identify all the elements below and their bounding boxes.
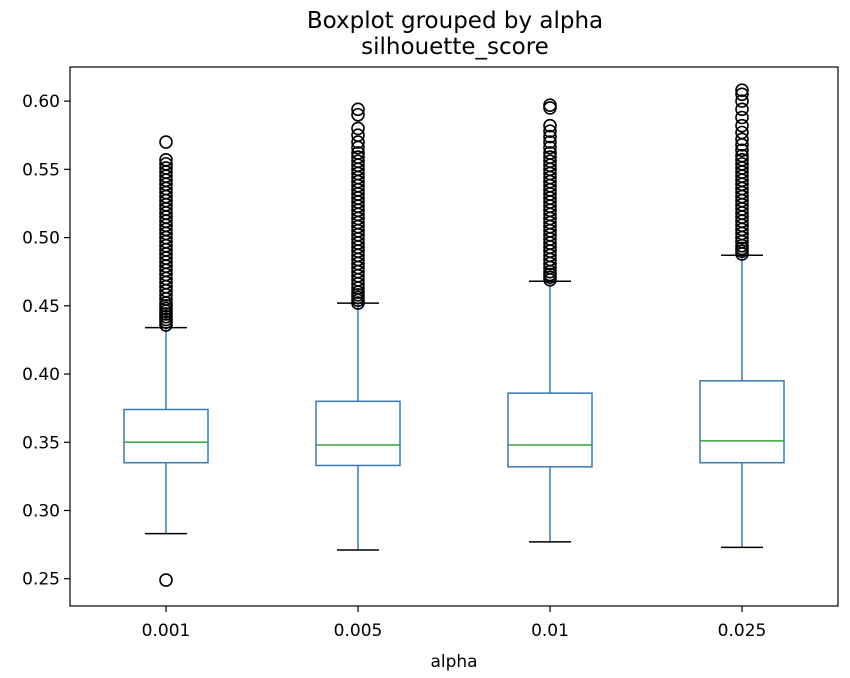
outlier-point — [351, 135, 365, 149]
outlier-point — [159, 152, 173, 167]
outlier-point — [159, 135, 173, 149]
box-group-0.001 — [123, 135, 209, 587]
outlier-point — [543, 98, 557, 113]
x-tick-label: 0.005 — [334, 621, 383, 641]
outlier-point — [543, 118, 557, 133]
iqr-box — [123, 408, 209, 464]
outlier-point — [735, 132, 749, 147]
outlier-point — [735, 157, 749, 171]
y-tick-label: 0.40 — [22, 365, 60, 385]
outlier-point — [351, 107, 365, 122]
outlier-point — [735, 125, 749, 140]
outlier-point — [159, 161, 173, 175]
box-group-0.025 — [699, 83, 785, 549]
outlier-point — [735, 102, 749, 117]
outlier-point — [351, 146, 365, 160]
outlier-point — [735, 87, 749, 102]
outlier-point — [735, 152, 749, 167]
box-group-0.005 — [315, 102, 401, 551]
outlier-point — [543, 154, 557, 168]
outlier-point — [543, 140, 557, 155]
iqr-box — [507, 392, 593, 468]
outlier-point — [735, 143, 749, 158]
outlier-point — [543, 150, 557, 164]
x-tick-label: 0.001 — [142, 621, 191, 641]
y-tick-label: 0.30 — [22, 501, 60, 521]
outlier-point — [543, 124, 557, 138]
plot-area — [123, 83, 785, 587]
x-tick-label: 0.01 — [531, 621, 569, 641]
x-axis-label: alpha — [430, 652, 477, 672]
outlier-point — [735, 110, 749, 125]
outlier-point — [543, 146, 557, 160]
iqr-box — [315, 400, 401, 467]
chart-subtitle: silhouette_score — [361, 34, 549, 60]
outlier-point — [543, 101, 557, 115]
outlier-point — [159, 573, 173, 587]
outlier-point — [351, 128, 365, 143]
x-tick-label: 0.025 — [718, 621, 767, 641]
outlier-point — [351, 121, 365, 136]
outlier-point — [351, 150, 365, 164]
outlier-point — [735, 118, 749, 133]
y-tick-label: 0.55 — [22, 160, 60, 180]
outlier-point — [351, 154, 365, 168]
outlier-point — [351, 102, 365, 117]
y-tick-label: 0.45 — [22, 297, 60, 317]
y-tick-label: 0.60 — [22, 92, 60, 112]
outlier-point — [543, 135, 557, 149]
plot-frame — [69, 66, 839, 607]
iqr-box — [699, 380, 785, 464]
outlier-point — [735, 94, 749, 108]
y-tick-label: 0.35 — [22, 433, 60, 453]
outlier-point — [735, 83, 749, 97]
outlier-point — [159, 157, 173, 171]
chart-title: Boxplot grouped by alpha — [307, 8, 603, 34]
y-tick-label: 0.50 — [22, 229, 60, 249]
axes: 0.25 0.30 0.35 0.40 0.45 0.50 0.55 0.60 0.001 0.0… — [22, 92, 766, 641]
y-tick-label: 0.25 — [22, 570, 60, 590]
outlier-point — [735, 148, 749, 163]
outlier-point — [543, 129, 557, 144]
box-group-0.01 — [507, 98, 593, 543]
